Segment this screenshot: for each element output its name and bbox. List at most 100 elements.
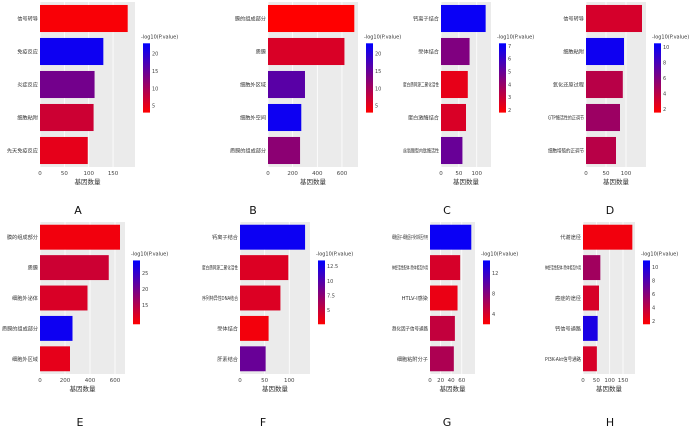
x-tick-label: 0 [439, 171, 443, 177]
x-tick-label: 100 [284, 378, 295, 384]
legend-tick-label: 10 [375, 86, 381, 92]
bar [40, 255, 109, 281]
category-label: 信号转导 [17, 15, 38, 23]
category-label: 序列特异性DNA结合 [202, 294, 239, 302]
bar [586, 4, 642, 33]
x-tick-label: 50 [603, 171, 610, 177]
x-tick-label: 0 [38, 171, 42, 177]
x-tick-label: 200 [287, 171, 298, 177]
legend-tick-label: 3 [508, 95, 511, 101]
color-legend-bar [318, 260, 325, 325]
category-label: 质膜 [256, 48, 266, 56]
bar [430, 285, 458, 311]
legend-tick-label: 5 [508, 70, 511, 76]
bar [441, 4, 486, 33]
legend-tick-label: 6 [652, 292, 655, 298]
x-tick-label: 50 [455, 171, 462, 177]
x-tick-label: 40 [448, 378, 455, 384]
category-label: 蛋白质同源二聚化活性 [202, 264, 238, 272]
legend-tick-label: 5 [375, 104, 378, 110]
x-axis-label: 基因数量 [596, 384, 623, 393]
category-label: 先天免疫反应 [7, 147, 38, 155]
bar [430, 315, 455, 341]
category-label: 钙信号通路 [555, 324, 582, 332]
x-tick-label: 150 [108, 171, 119, 177]
category-label: 受体结合 [217, 324, 239, 332]
category-label: 细胞粘附 [563, 48, 584, 56]
bar [240, 346, 266, 372]
bar [586, 70, 623, 99]
bar [583, 224, 633, 250]
x-tick-label: 50 [593, 378, 600, 384]
x-tick-label: 0 [266, 171, 270, 177]
category-label: 趋化因子信号通路 [392, 324, 429, 332]
category-label: GTP酶活性的正调节 [548, 114, 584, 122]
x-tick-label: 50 [261, 378, 268, 384]
legend-tick-label: 2 [663, 107, 666, 113]
bar [40, 136, 88, 165]
legend-tick-label: 4 [492, 312, 495, 318]
color-legend-bar [643, 260, 650, 325]
category-label: 氧化还原过程 [553, 81, 584, 89]
legend-tick-label: 12 [492, 271, 498, 277]
category-label: 细胞外泌体 [12, 294, 39, 302]
panel-letter: F [260, 416, 266, 429]
x-tick-label: 100 [621, 171, 632, 177]
category-label: 癌症的途径 [555, 294, 581, 302]
legend-tick-label: 20 [375, 52, 381, 58]
category-label: PI3K-Akt信号通路 [545, 355, 582, 363]
category-label: 神经活性配体-受体相互作用 [392, 264, 428, 272]
category-label: 钙离子结合 [212, 233, 239, 241]
legend-tick-label: 8 [663, 61, 666, 67]
bar [586, 37, 624, 66]
legend-title: -log10(P.value) [652, 34, 689, 40]
bar [40, 4, 128, 33]
color-legend-bar [654, 43, 661, 113]
legend-tick-label: 2 [652, 319, 655, 325]
x-axis-label: 基因数量 [75, 177, 102, 186]
x-tick-label: 100 [604, 378, 615, 384]
bar [586, 136, 616, 165]
category-label: 细胞增殖的正调节 [548, 147, 584, 155]
x-tick-label: 60 [458, 378, 465, 384]
bar [430, 346, 454, 372]
category-label: 质膜的组成部分 [2, 324, 38, 332]
x-tick-label: 0 [584, 171, 588, 177]
bar [40, 315, 73, 341]
x-tick-label: 20 [437, 378, 444, 384]
x-tick-label: 200 [60, 378, 71, 384]
bar [240, 315, 269, 341]
legend-tick-label: 20 [152, 52, 158, 58]
bar [240, 255, 289, 281]
x-axis-label: 基因数量 [453, 177, 480, 186]
legend-tick-label: 15 [375, 69, 381, 75]
panel-c: 0 50 100 钙离子结合受体结合蛋白质同源二聚化活性蛋白激酶结合丝氨酸型内肽酶活性… [403, 2, 534, 217]
category-label: 细胞外区域 [240, 81, 266, 89]
bar [441, 70, 468, 99]
category-label: 受体结合 [418, 48, 440, 56]
bar [430, 224, 472, 250]
category-label: 肝素结合 [217, 355, 239, 363]
color-legend-bar [499, 43, 506, 113]
color-legend-bar [133, 260, 140, 325]
category-label: 蛋白激酶结合 [408, 114, 440, 122]
category-label: 细胞因子-细胞因子受体相互作用 [392, 233, 428, 241]
legend-tick-label: 2 [508, 108, 511, 114]
bar [441, 37, 470, 66]
category-label: 细胞粘附分子 [397, 355, 428, 363]
legend-tick-label: 10 [327, 279, 333, 285]
bar [586, 103, 620, 132]
legend-tick-label: 6 [508, 57, 511, 63]
x-tick-label: 50 [61, 171, 68, 177]
legend-tick-label: 5 [327, 308, 330, 314]
panel-letter: C [443, 204, 451, 217]
category-label: 信号转导 [563, 15, 584, 23]
category-label: 丝氨酸型内肽酶活性 [403, 147, 439, 155]
panel-letter: A [74, 204, 82, 217]
x-tick-label: 600 [110, 378, 121, 384]
category-label: 细胞外空间 [240, 114, 266, 122]
